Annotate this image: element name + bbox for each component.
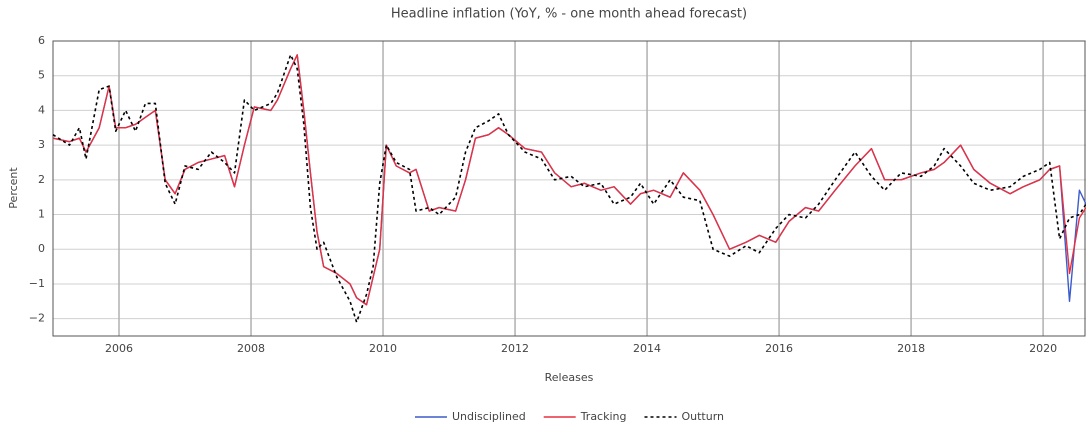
x-tick-label: 2006 [105,342,133,355]
y-axis-label: Percent [7,167,20,209]
legend: Undisciplined Tracking Outturn [414,410,724,423]
y-tick-label: −2 [29,312,45,325]
y-tick-label: 4 [38,103,45,116]
y-tick-label: 2 [38,173,45,186]
x-axis-label: Releases [545,371,594,384]
series-line [52,54,1086,306]
x-tick-label: 2014 [633,342,661,355]
legend-item: Outturn [644,410,724,423]
legend-label: Undisciplined [452,410,526,423]
x-tick-label: 2016 [765,342,793,355]
y-tick-label: 1 [38,208,45,221]
plot-frame [52,40,1086,337]
x-tick-label: 2008 [237,342,265,355]
x-tick-label: 2012 [501,342,529,355]
y-tick-label: 0 [38,242,45,255]
legend-item: Tracking [543,410,627,423]
chart-title: Headline inflation (YoY, % - one month a… [391,7,747,22]
legend-item: Undisciplined [414,410,526,423]
series-line [52,54,1086,323]
y-tick-label: −1 [29,277,45,290]
x-tick-label: 2010 [369,342,397,355]
y-tick-label: 5 [38,69,45,82]
x-tick-label: 2020 [1029,342,1057,355]
y-tick-label: 3 [38,138,45,151]
legend-label: Tracking [580,410,627,423]
x-tick-label: 2018 [897,342,925,355]
legend-label: Outturn [681,410,724,423]
y-tick-label: 6 [38,34,45,47]
